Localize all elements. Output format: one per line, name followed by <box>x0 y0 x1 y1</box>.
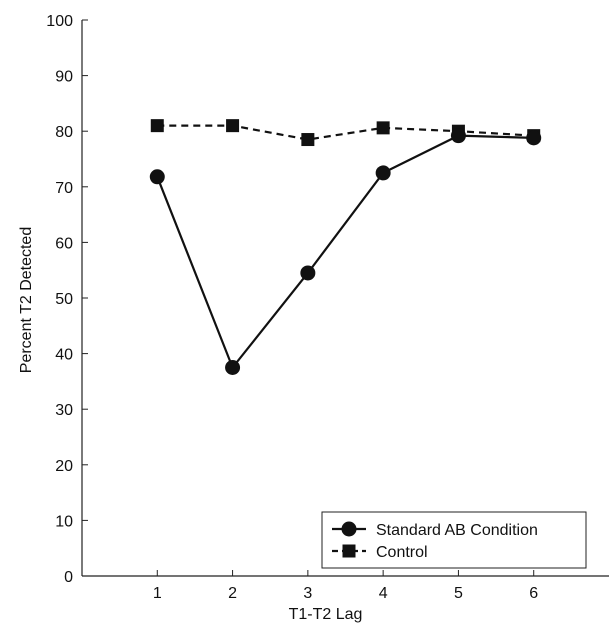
y-tick-label: 0 <box>64 569 73 586</box>
y-tick-label: 50 <box>55 291 73 308</box>
legend-entry-control: Control <box>332 544 428 561</box>
legend-marker-circle <box>341 521 357 537</box>
legend: Standard AB Condition Control <box>321 511 587 569</box>
y-tick-label: 40 <box>55 347 73 364</box>
data-point-square <box>226 119 240 133</box>
x-tick-label: 4 <box>379 585 388 602</box>
series-standard-ab-condition <box>149 128 542 375</box>
y-tick-label: 90 <box>55 69 73 86</box>
legend-label-standard-ab-condition: Standard AB Condition <box>376 522 538 539</box>
data-point-circle <box>225 360 241 375</box>
data-point-square <box>150 119 164 133</box>
data-point-circle <box>375 165 391 181</box>
data-point-circle <box>149 169 165 185</box>
axes <box>81 20 609 577</box>
x-tick-label: 5 <box>454 585 463 602</box>
x-tick-label: 3 <box>303 585 312 602</box>
data-point-circle <box>450 128 466 144</box>
legend-entry-standard-ab-condition: Standard AB Condition <box>332 521 538 539</box>
y-tick-label: 100 <box>46 13 73 30</box>
x-tick-label: 6 <box>529 585 538 602</box>
y-axis-label: Percent T2 Detected <box>18 227 35 373</box>
legend-box <box>321 511 587 569</box>
x-axis-ticks: 1 2 3 4 5 6 <box>153 570 538 602</box>
data-point-circle <box>526 130 542 146</box>
legend-marker-square <box>342 544 356 558</box>
data-point-square <box>376 121 390 135</box>
series-line-standard-ab-condition <box>156 134 534 370</box>
x-tick-label: 1 <box>153 585 162 602</box>
data-point-square <box>301 133 315 147</box>
y-tick-label: 10 <box>55 513 73 530</box>
y-tick-label: 80 <box>55 124 73 141</box>
y-tick-label: 30 <box>55 402 73 419</box>
y-axis-ticks: 0 10 20 30 40 50 60 70 80 90 100 <box>46 13 88 586</box>
y-tick-label: 20 <box>55 458 73 475</box>
y-tick-label: 70 <box>55 180 73 197</box>
series-line-control <box>157 124 534 141</box>
series-layer <box>149 119 542 375</box>
y-tick-label: 60 <box>55 235 73 252</box>
x-tick-label: 2 <box>228 585 237 602</box>
data-point-circle <box>300 265 316 281</box>
series-control <box>150 119 541 147</box>
legend-label-control: Control <box>376 544 428 561</box>
x-axis-label: T1-T2 Lag <box>289 606 363 623</box>
